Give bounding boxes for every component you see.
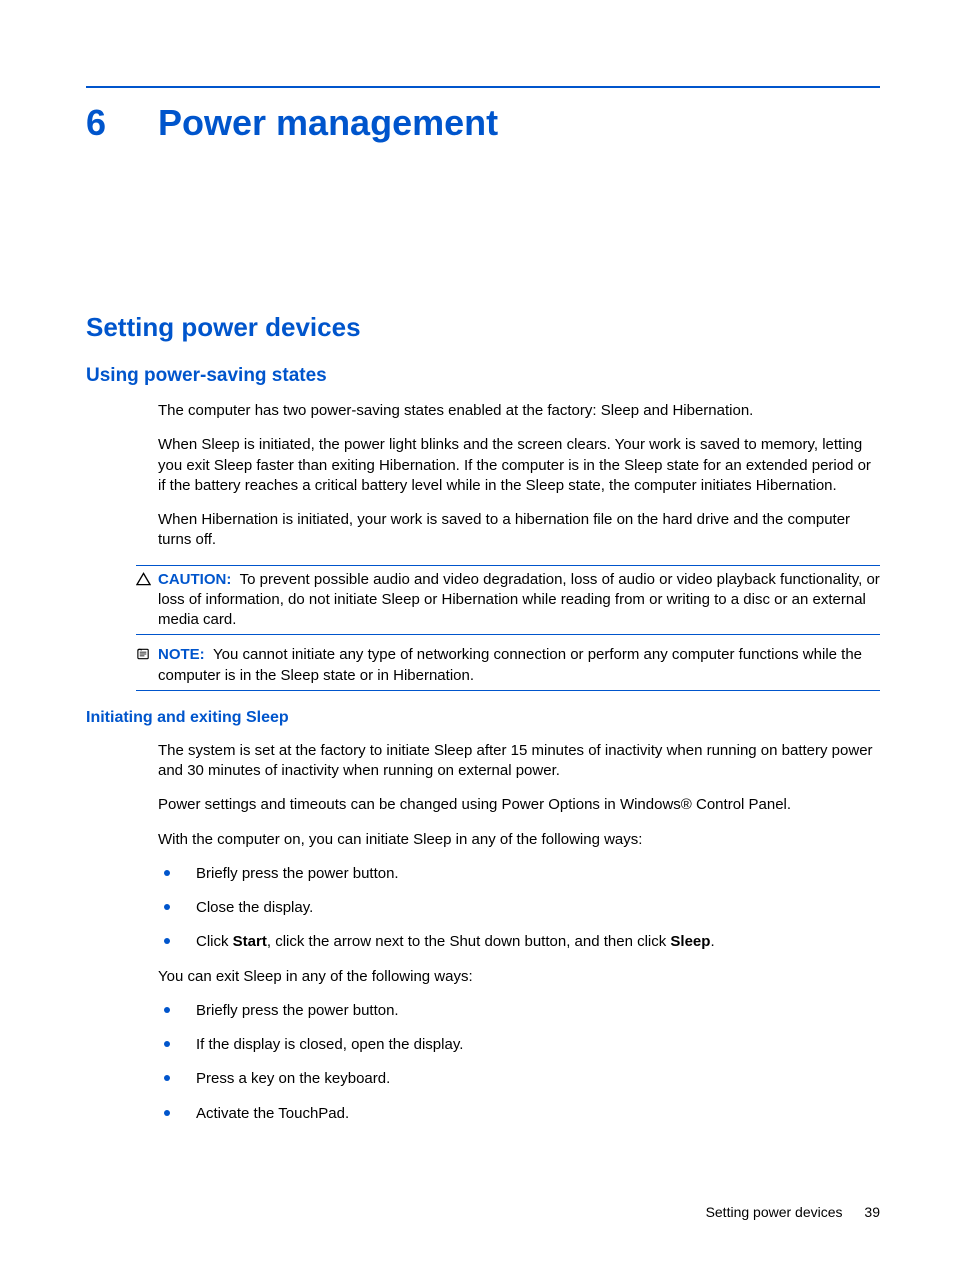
paragraph: When Hibernation is initiated, your work…	[158, 510, 880, 551]
list-item: Click Start, click the arrow next to the…	[158, 932, 880, 952]
exit-sleep-list: Briefly press the power button. If the d…	[158, 1001, 880, 1124]
caution-callout: CAUTION: To prevent possible audio and v…	[136, 565, 880, 636]
caution-icon	[136, 570, 158, 631]
list-item: Activate the TouchPad.	[158, 1104, 880, 1124]
note-body: You cannot initiate any type of networki…	[158, 646, 862, 683]
body-block-2: The system is set at the factory to init…	[158, 741, 880, 1124]
text-run: .	[710, 933, 714, 950]
chapter-number: 6	[86, 102, 158, 144]
body-block-1: The computer has two power-saving states…	[158, 401, 880, 691]
list-item: If the display is closed, open the displ…	[158, 1035, 880, 1055]
paragraph: The system is set at the factory to init…	[158, 741, 880, 782]
callout-group: CAUTION: To prevent possible audio and v…	[136, 565, 880, 691]
page-footer: Setting power devices 39	[706, 1204, 880, 1220]
text-run: Click	[196, 933, 233, 950]
paragraph: You can exit Sleep in any of the followi…	[158, 967, 880, 987]
note-icon	[136, 645, 158, 686]
chapter-heading: 6 Power management	[86, 102, 880, 144]
initiate-sleep-list: Briefly press the power button. Close th…	[158, 864, 880, 953]
section-title: Setting power devices	[86, 312, 880, 343]
list-item: Close the display.	[158, 898, 880, 918]
footer-page-number: 39	[864, 1204, 880, 1220]
list-item: Briefly press the power button.	[158, 1001, 880, 1021]
text-run: , click the arrow next to the Shut down …	[267, 933, 671, 950]
chapter-rule	[86, 86, 880, 88]
paragraph: Power settings and timeouts can be chang…	[158, 795, 880, 815]
paragraph: The computer has two power-saving states…	[158, 401, 880, 421]
list-item: Press a key on the keyboard.	[158, 1069, 880, 1089]
caution-label: CAUTION:	[158, 571, 231, 588]
paragraph: When Sleep is initiated, the power light…	[158, 435, 880, 496]
note-callout: NOTE: You cannot initiate any type of ne…	[136, 641, 880, 691]
text-bold: Start	[233, 933, 267, 950]
paragraph: With the computer on, you can initiate S…	[158, 830, 880, 850]
list-item: Briefly press the power button.	[158, 864, 880, 884]
subsection-initiating-exiting-sleep: Initiating and exiting Sleep	[86, 709, 880, 727]
caution-text: CAUTION: To prevent possible audio and v…	[158, 570, 880, 631]
note-text: NOTE: You cannot initiate any type of ne…	[158, 645, 880, 686]
footer-section: Setting power devices	[706, 1204, 843, 1220]
text-bold: Sleep	[670, 933, 710, 950]
subsection-using-power-saving: Using power-saving states	[86, 365, 880, 387]
caution-body: To prevent possible audio and video degr…	[158, 571, 880, 629]
chapter-title: Power management	[158, 102, 498, 144]
note-label: NOTE:	[158, 646, 205, 663]
